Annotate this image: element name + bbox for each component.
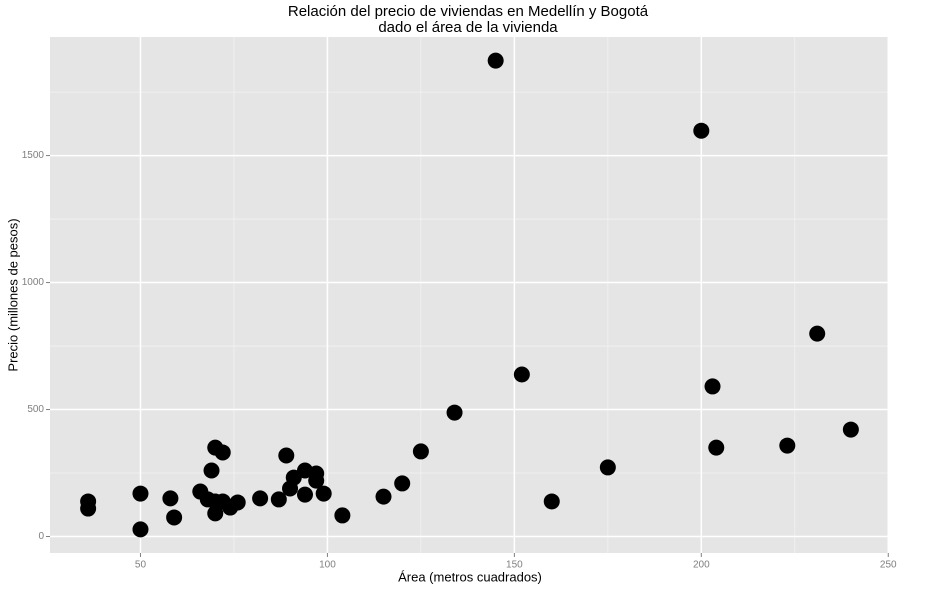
point bbox=[375, 488, 392, 505]
x-tick-label: 150 bbox=[506, 560, 523, 571]
point bbox=[132, 521, 149, 538]
point bbox=[315, 485, 332, 502]
point bbox=[203, 462, 220, 479]
chart-title: dado el área de la vivienda bbox=[378, 19, 558, 36]
point bbox=[543, 493, 560, 510]
point bbox=[229, 494, 246, 511]
point bbox=[308, 472, 325, 489]
x-tick-label: 200 bbox=[693, 560, 710, 571]
chart-title: Relación del precio de viviendas en Mede… bbox=[288, 3, 649, 20]
point bbox=[278, 447, 295, 464]
x-tick-label: 100 bbox=[319, 560, 336, 571]
point bbox=[446, 404, 463, 421]
point bbox=[513, 366, 530, 383]
point bbox=[80, 500, 97, 517]
point bbox=[132, 485, 149, 502]
point bbox=[708, 439, 725, 456]
point bbox=[270, 491, 287, 508]
point bbox=[162, 490, 179, 507]
point bbox=[842, 421, 859, 438]
point bbox=[334, 507, 351, 524]
point bbox=[166, 509, 183, 526]
plot-panel bbox=[50, 37, 889, 553]
y-tick-label: 1500 bbox=[22, 150, 45, 161]
point bbox=[487, 52, 504, 69]
point bbox=[412, 443, 429, 460]
x-tick-label: 250 bbox=[880, 560, 897, 571]
point bbox=[779, 437, 796, 454]
grid bbox=[46, 37, 890, 557]
y-axis-label: Precio (millones de pesos) bbox=[5, 218, 20, 371]
point bbox=[693, 122, 710, 139]
x-tick-label: 50 bbox=[135, 560, 147, 571]
point bbox=[809, 325, 826, 342]
y-tick-label: 1000 bbox=[22, 277, 45, 288]
point bbox=[704, 378, 721, 395]
x-axis-label: Área (metros cuadrados) bbox=[398, 569, 542, 584]
y-tick-label: 500 bbox=[27, 404, 44, 415]
point bbox=[214, 444, 231, 461]
point bbox=[394, 475, 411, 492]
points bbox=[80, 52, 859, 538]
point bbox=[252, 490, 269, 507]
point bbox=[599, 459, 616, 476]
point bbox=[207, 505, 224, 522]
point bbox=[296, 486, 313, 503]
y-tick-label: 0 bbox=[38, 531, 44, 542]
